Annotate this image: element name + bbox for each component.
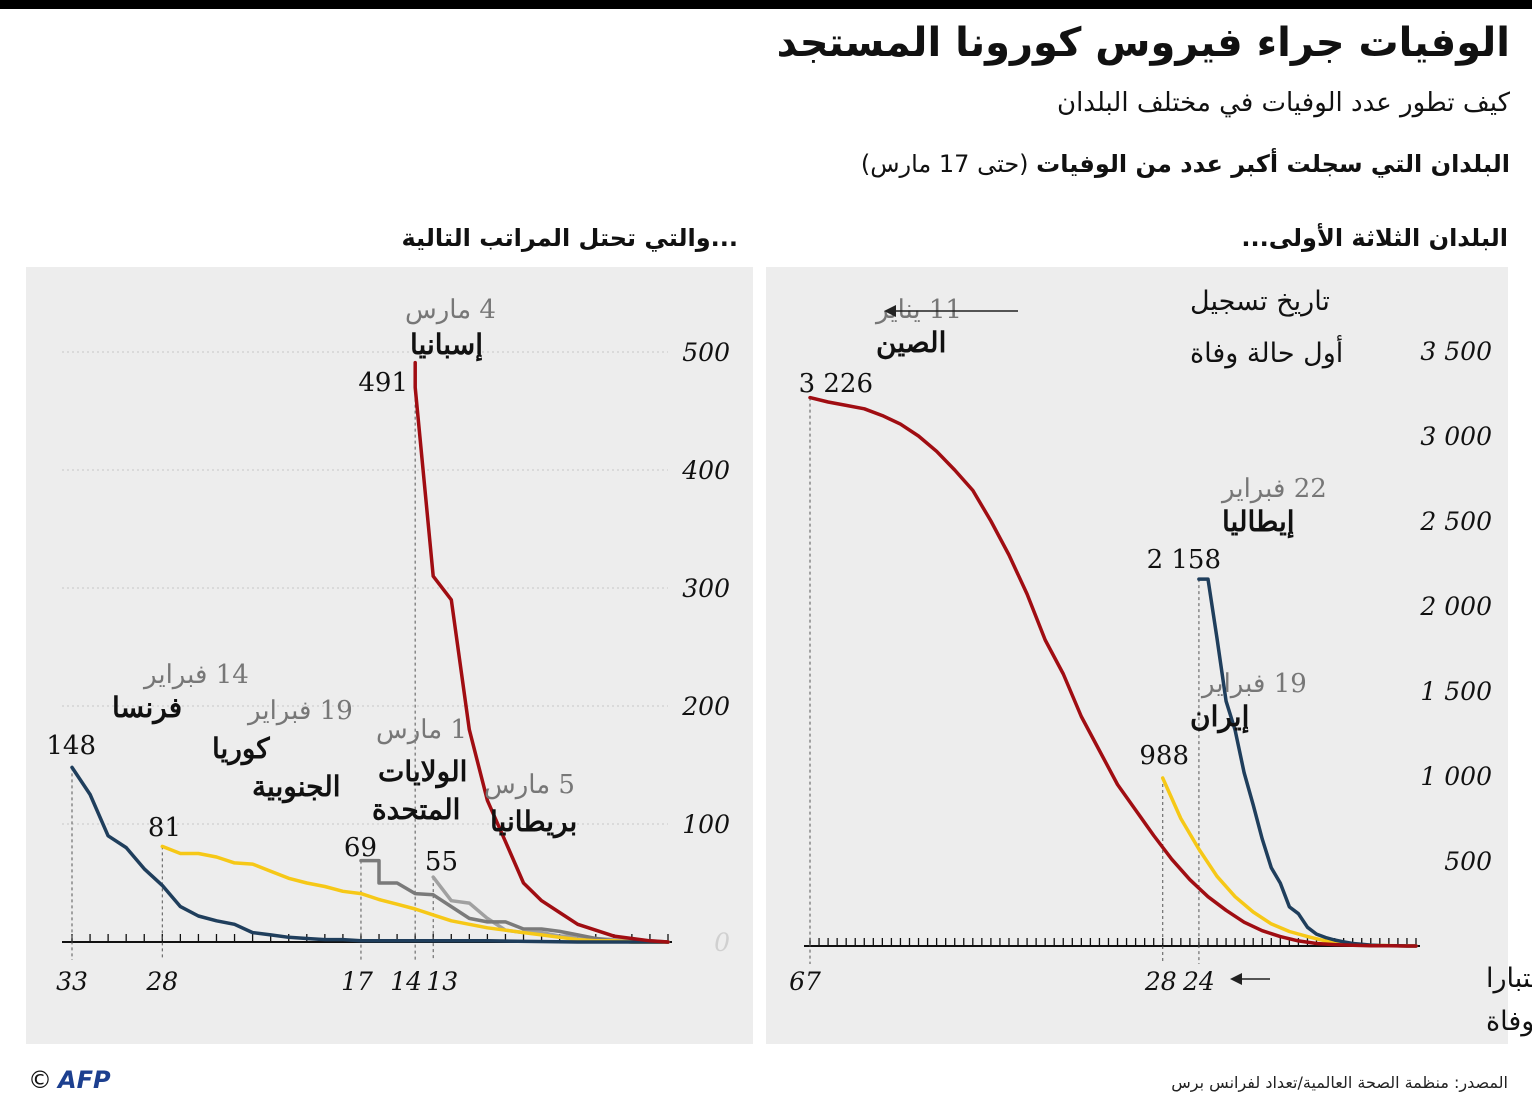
line-china (808, 395, 1418, 948)
label-uk-name: بريطانيا (490, 805, 577, 839)
left-x-tick-label: 13 (426, 967, 458, 996)
right-y-tick-label: 1 000 (1420, 762, 1492, 791)
right-y-tick-label: 500 (1444, 847, 1492, 876)
left-y-tick-label: 200 (681, 692, 730, 721)
line-spain (413, 360, 670, 944)
right-chart-panel (766, 267, 1508, 1044)
left-y-tick-label: 100 (682, 810, 730, 839)
right-y-tick-label: 1 500 (1420, 677, 1492, 706)
label-usa-value: 69 (344, 833, 377, 863)
left-x-tick-label: 14 (390, 967, 422, 996)
label-italy-name: إيطاليا (1222, 505, 1295, 539)
left-x-tick-label: 33 (56, 967, 88, 996)
line-uk (431, 875, 670, 944)
label-south-korea-name-2: الجنوبية (252, 770, 341, 804)
left-x-tick-label: 17 (341, 967, 373, 996)
days-note-arrow-head (1230, 973, 1242, 985)
left-chart-panel (26, 267, 753, 1044)
page-subtitle: كيف تطور عدد الوفيات في مختلف البلدان (1056, 88, 1510, 118)
line-iran (1160, 776, 1418, 948)
label-china-value: 3 226 (799, 369, 873, 399)
label-usa-name-2: المتحدة (372, 793, 460, 826)
label-south-korea-date: 19 فبراير (246, 696, 353, 726)
first-death-note-line-1: تاريخ تسجيل (1190, 286, 1330, 317)
right-y-tick-label: 3 000 (1420, 422, 1492, 451)
left-y-tick-label: 400 (681, 456, 730, 485)
label-spain-value: 491 (358, 368, 408, 398)
label-spain-date: 4 مارس (405, 295, 496, 325)
label-uk-value: 55 (425, 847, 458, 877)
right-x-tick-label: 67 (789, 967, 821, 996)
label-italy-date: 22 فبراير (1220, 474, 1327, 504)
question-date: (حتى 17 مارس) (860, 150, 1029, 178)
first-death-arrow-head (884, 305, 896, 317)
left-panel-title: ...والتي تحتل المراتب التالية (401, 224, 739, 252)
top-rule (0, 0, 1532, 9)
afp-logo-text: AFP (58, 1066, 111, 1094)
source-note: المصدر: منظمة الصحة العالمية/تعداد لفران… (1171, 1073, 1508, 1092)
right-panel-title: البلدان الثلاثة الأولى... (1241, 224, 1508, 252)
right-y-tick-label: 3 500 (1420, 337, 1492, 366)
label-iran-value: 988 (1139, 741, 1189, 771)
first-death-note-line-2: أول حالة وفاة (1190, 334, 1343, 369)
label-usa-date: 1 مارس (376, 715, 467, 745)
page-title: الوفيات جراء فيروس كورونا المستجد (776, 20, 1510, 66)
afp-logo: © AFP (28, 1066, 111, 1094)
label-france-date: 14 فبراير (142, 660, 249, 690)
right-x-tick-label: 28 (1144, 967, 1177, 996)
line-france (70, 765, 670, 944)
right-x-tick-label: 24 (1182, 967, 1215, 996)
label-france-value: 148 (46, 731, 96, 761)
label-south-korea-name-1: كوريا (212, 732, 270, 766)
label-spain-name: إسبانيا (410, 328, 483, 362)
days-note-line-2: من تسجيل أول وفاة (1486, 1002, 1532, 1037)
left-x-tick-label: 28 (145, 967, 178, 996)
copyright-symbol: © (28, 1066, 52, 1094)
label-italy-value: 2 158 (1147, 545, 1221, 575)
label-south-korea-value: 81 (148, 813, 181, 843)
chart-question: البلدان التي سجلت أكبر عدد من الوفيات (ح… (861, 150, 1510, 178)
days-note-line-1: عدد الأيام اعتبارا (1486, 960, 1532, 994)
left-y-tick-label: 0 (714, 928, 730, 957)
label-china-name: الصين (876, 326, 946, 360)
line-south-korea (160, 844, 670, 944)
left-y-tick-label: 500 (682, 338, 730, 367)
label-usa-name-1: الولايات (378, 755, 467, 789)
label-iran-name: إيران (1190, 700, 1249, 734)
right-y-tick-label: 2 000 (1419, 592, 1492, 621)
left-y-tick-label: 300 (682, 574, 730, 603)
label-france-name: فرنسا (112, 691, 182, 725)
label-uk-date: 5 مارس (484, 770, 575, 800)
question-bold: البلدان التي سجلت أكبر عدد من الوفيات (1036, 150, 1510, 178)
right-y-tick-label: 2 500 (1419, 507, 1492, 536)
label-iran-date: 19 فبراير (1200, 669, 1307, 699)
